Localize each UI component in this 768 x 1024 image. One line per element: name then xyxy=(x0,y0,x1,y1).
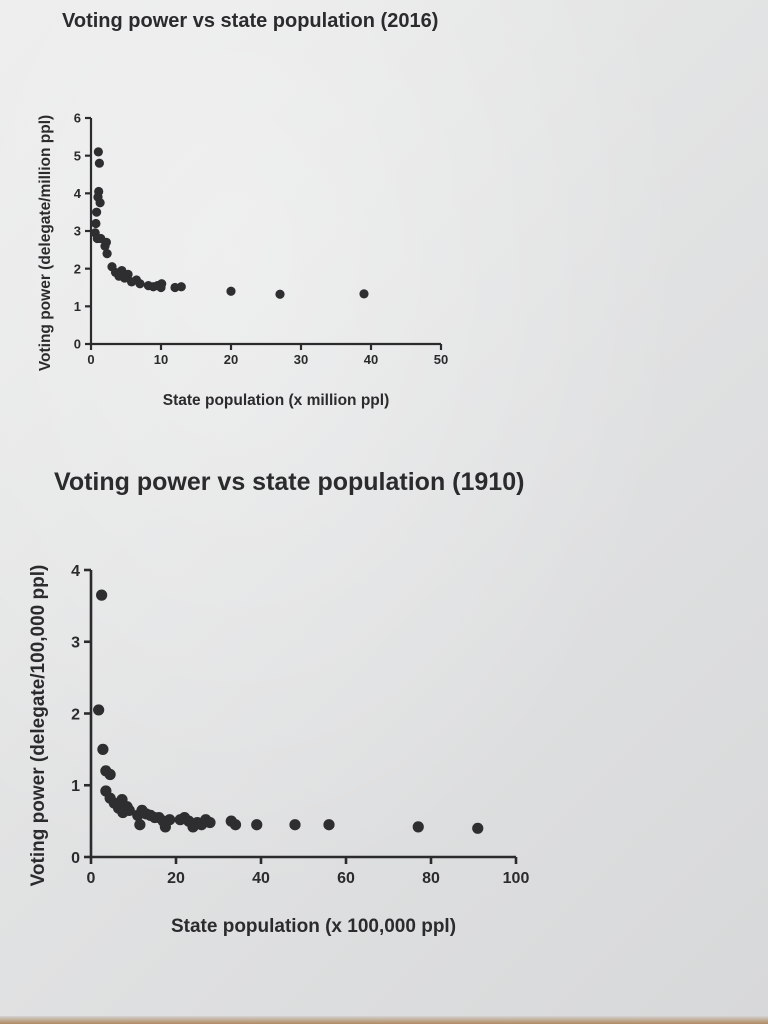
y-axis-label: Voting power (delegate/100,000 ppl) xyxy=(28,565,49,887)
data-point xyxy=(229,819,242,831)
x-tick-label: 50 xyxy=(434,352,448,367)
x-tick-label: 40 xyxy=(364,352,378,367)
data-point xyxy=(135,279,145,289)
x-tick-label: 20 xyxy=(167,870,185,887)
data-point xyxy=(95,198,105,208)
data-point xyxy=(289,819,301,831)
data-point xyxy=(93,147,103,157)
y-tick-label: 3 xyxy=(74,224,81,239)
chart-title-1910: Voting power vs state population (1910) xyxy=(54,468,525,496)
x-tick-label: 100 xyxy=(503,870,530,887)
x-tick-label: 0 xyxy=(87,870,96,887)
y-tick-label: 1 xyxy=(71,778,80,795)
x-axis-label: State population (x million ppl) xyxy=(163,392,389,409)
data-point xyxy=(157,279,167,289)
data-point xyxy=(412,821,424,833)
data-point xyxy=(97,743,109,755)
data-point xyxy=(101,237,111,247)
data-point xyxy=(96,589,108,601)
data-point xyxy=(204,816,216,829)
data-point xyxy=(123,269,133,279)
data-point xyxy=(94,158,104,168)
y-tick-label: 6 xyxy=(74,111,81,126)
data-point xyxy=(102,249,112,259)
x-tick-label: 80 xyxy=(422,870,440,887)
y-tick-label: 2 xyxy=(71,706,80,723)
y-tick-label: 2 xyxy=(74,261,81,276)
x-tick-label: 60 xyxy=(337,870,355,887)
x-tick-label: 20 xyxy=(224,352,238,367)
data-point xyxy=(93,704,105,716)
x-tick-label: 10 xyxy=(154,352,168,367)
y-tick-label: 5 xyxy=(74,148,81,163)
data-point xyxy=(472,822,484,834)
x-tick-label: 40 xyxy=(252,870,270,887)
y-tick-label: 1 xyxy=(74,299,81,314)
data-point xyxy=(323,819,335,831)
data-point xyxy=(92,207,102,217)
data-point xyxy=(176,282,186,292)
data-point xyxy=(251,819,263,831)
desk-edge xyxy=(0,1016,768,1024)
y-axis-label: Voting power (delegate/million ppl) xyxy=(37,115,54,371)
data-point xyxy=(134,819,146,831)
data-point xyxy=(226,286,236,296)
y-tick-label: 0 xyxy=(71,850,80,867)
data-point xyxy=(123,804,135,816)
data-point xyxy=(94,186,104,197)
data-point xyxy=(275,289,285,299)
y-tick-label: 4 xyxy=(71,563,80,580)
x-tick-label: 0 xyxy=(87,352,94,367)
data-point xyxy=(359,289,369,299)
data-point xyxy=(104,768,116,781)
y-tick-label: 0 xyxy=(74,337,81,352)
y-tick-label: 4 xyxy=(74,186,82,201)
x-tick-label: 30 xyxy=(294,352,308,367)
x-axis-label: State population (x 100,000 ppl) xyxy=(171,916,456,937)
data-point xyxy=(91,218,101,229)
y-tick-label: 3 xyxy=(71,635,80,652)
chart-title-2016: Voting power vs state population (2016) xyxy=(62,10,439,32)
data-point xyxy=(164,814,176,826)
